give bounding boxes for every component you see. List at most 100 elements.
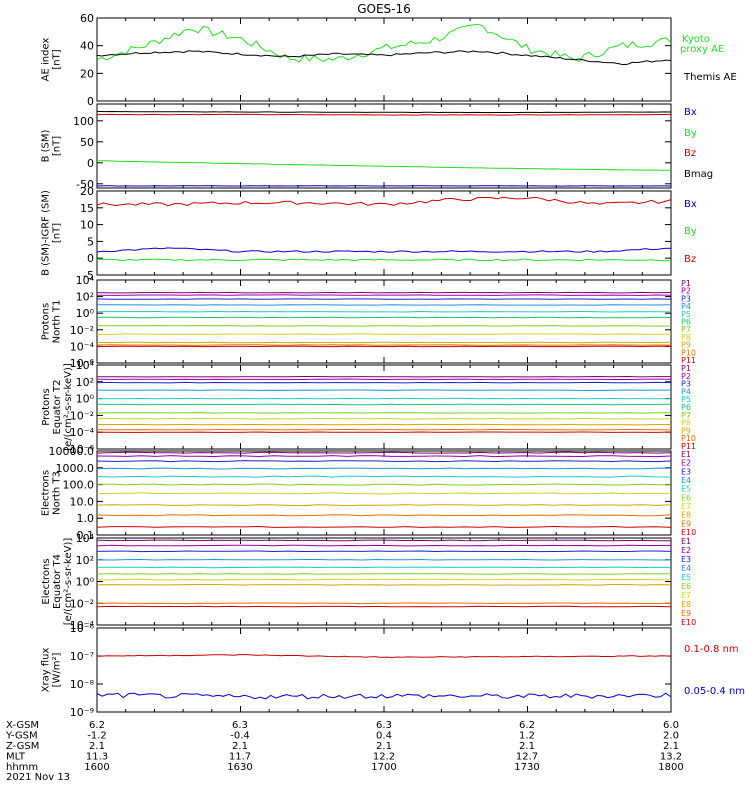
- e_north-panel-ytick-label: 10000.0: [49, 445, 95, 458]
- p_north-panel-ylabel: North T1: [52, 300, 63, 344]
- legend-e_north-e5: E5: [681, 485, 691, 494]
- footer-value-hhmm: 1800: [658, 762, 683, 773]
- e_north-panel-channel-e7: [96, 492, 672, 495]
- footer-value-hhmm: 1700: [371, 762, 396, 773]
- p_equator-panel-ylabel: Protons: [41, 388, 52, 425]
- e_north-panel-ytick-label: 0.1: [77, 529, 95, 542]
- footer-label-z-gsm: Z-GSM: [6, 741, 39, 752]
- p_north-panel-ytick-label: 10²: [76, 291, 94, 304]
- bdiff-panel-ylabel: [nT]: [52, 223, 63, 243]
- p_equator-panel-ytick-label: 10²: [76, 376, 94, 389]
- legend-e_equator-e5: E5: [681, 573, 691, 582]
- e_north-panel-ytick-label: 1000.0: [56, 462, 95, 475]
- p_north-panel-ytick-label: 10⁴: [76, 274, 95, 287]
- footer-date: 2021 Nov 13: [6, 772, 70, 783]
- legend-p_equator-p10: P10: [681, 434, 696, 443]
- legend-e_north-e4: E4: [681, 476, 691, 485]
- e_equator-panel-channel-e1: [96, 539, 671, 542]
- legend-p_north-p8: P8: [681, 333, 691, 342]
- footer-label-mlt: MLT: [6, 752, 26, 763]
- bsm-panel-ytick-label: 0: [87, 157, 94, 170]
- e_equator-panel-ytick-label: 10⁻⁴: [70, 619, 95, 632]
- footer-value-z-gsm: 2.1: [519, 741, 535, 752]
- e_equator-panel-channel-e5: [97, 566, 672, 569]
- p_equator-panel-channel-p7: [96, 412, 672, 414]
- legend-p_north-p9: P9: [681, 341, 691, 350]
- p_equator-panel-channel-p2: [96, 378, 672, 381]
- footer-value-z-gsm: 2.1: [232, 741, 248, 752]
- bdiff-panel-ytick-label: 5: [87, 235, 94, 248]
- p_equator-panel-channel-p8: [96, 417, 672, 420]
- e_north-panel-ylabel: North T3: [52, 471, 63, 515]
- e_equator-panel-channel-e4: [96, 558, 671, 561]
- legend-p_equator-p1: P1: [681, 364, 691, 373]
- xray-panel-series-short: [96, 692, 672, 700]
- bdiff-panel-ytick-label: 15: [80, 202, 94, 215]
- bsm-panel-ytick-label: 50: [80, 136, 94, 149]
- figure-title: GOES-16: [357, 2, 411, 16]
- p_north-panel-ylabel: Protons: [41, 303, 52, 340]
- legend-by: By: [684, 128, 697, 139]
- legend-e_equator-e4: E4: [681, 564, 691, 573]
- footer-value-x-gsm: 6.3: [232, 720, 248, 731]
- legend-e_equator-e2: E2: [681, 546, 691, 555]
- xray-panel-ylabel: Xray flux: [41, 648, 52, 693]
- bdiff-panel-ytick-label: -5: [83, 269, 94, 282]
- footer-value-hhmm: 1630: [227, 762, 252, 773]
- legend-themis-ae: Themis AE: [683, 72, 737, 83]
- legend-e_north-e1: E1: [681, 450, 691, 459]
- p_equator-panel-ytick-label: 10⁻²: [70, 409, 94, 422]
- legend-e_equator-e10: E10: [681, 618, 696, 627]
- legend-diff-bz: Bz: [684, 254, 696, 265]
- bsm-panel-frame: [96, 103, 672, 189]
- p_north-panel-channel-p10: [96, 344, 672, 346]
- e_equator-panel-ytick-label: 10⁴: [76, 532, 95, 545]
- ae-panel-ytick-label: 40: [80, 40, 94, 53]
- footer-value-y-gsm: 2.0: [663, 731, 679, 742]
- e_equator-panel-ytick-label: 10⁰: [76, 576, 95, 589]
- legend-diff-bx: Bx: [684, 199, 697, 210]
- legend-p_equator-p5: P5: [681, 395, 691, 404]
- legend-e_north-e10: E10: [681, 528, 696, 537]
- p_equator-panel-ylabel: [e/(cm²-s-sr-keV)]: [63, 363, 74, 451]
- e_equator-panel-channel-e10: [96, 605, 672, 608]
- bsm-panel-series-bz: [96, 113, 672, 116]
- ephemeris-footer: X-GSM 6.2 6.3 6.3 6.2 6.0Y-GSM -1.2 -0.4 0.4 1.2 2…: [5, 720, 684, 783]
- legend-p_north-p5: P5: [681, 310, 691, 319]
- footer-value-y-gsm: -0.4: [230, 731, 250, 742]
- bsm-panel-ytick-label: 100: [73, 115, 94, 128]
- footer-value-z-gsm: 2.1: [89, 741, 105, 752]
- footer-value-mlt: 13.2: [660, 752, 682, 763]
- e_equator-panel-ylabel: Electrons: [41, 558, 52, 604]
- e_equator-panel-channel-e6: [96, 573, 672, 575]
- e_equator-panel-channel-e3: [96, 550, 672, 553]
- footer-value-x-gsm: 6.0: [663, 720, 679, 731]
- p_north-panel-channel-p7: [96, 325, 672, 327]
- e_north-panel-channel-e2: [96, 455, 672, 458]
- legend-p_north-p4: P4: [681, 302, 691, 311]
- legend-p_equator-p9: P9: [681, 426, 691, 435]
- footer-value-y-gsm: 0.4: [376, 731, 392, 742]
- bdiff-panel-ylabel: B (SM)-IGRF (SM): [41, 190, 52, 276]
- legend-e_equator-e1: E1: [681, 537, 691, 546]
- footer-value-z-gsm: 2.1: [663, 741, 679, 752]
- footer-value-x-gsm: 6.2: [519, 720, 535, 731]
- bdiff-panel-ytick-label: 10: [80, 219, 94, 232]
- e_north-panel-channel-e1: [96, 451, 672, 454]
- legend-e_north-e9: E9: [681, 519, 691, 528]
- xray-panel-ytick-label: 10⁻⁶: [70, 622, 95, 635]
- bsm-panel-series-by: [96, 160, 672, 171]
- footer-label-y-gsm: Y-GSM: [5, 731, 38, 742]
- e_north-panel-ytick-label: 100.0: [63, 479, 95, 492]
- e_equator-panel-ytick-label: 10⁻²: [70, 597, 94, 610]
- p_equator-panel-channel-p6: [96, 403, 672, 406]
- ae-panel-ytick-label: 60: [80, 12, 94, 25]
- ae-panel-ylabel: AE index: [41, 38, 52, 82]
- legend-e_equator-e6: E6: [681, 582, 691, 591]
- legend-p_equator-p7: P7: [681, 411, 691, 420]
- p_north-panel-channel-p1: [96, 291, 672, 294]
- bdiff-panel-series-by: [97, 258, 672, 262]
- legend-e_north-e6: E6: [681, 493, 691, 502]
- e_north-panel-channel-e9: [96, 514, 672, 517]
- legend-e_equator-e3: E3: [681, 555, 691, 564]
